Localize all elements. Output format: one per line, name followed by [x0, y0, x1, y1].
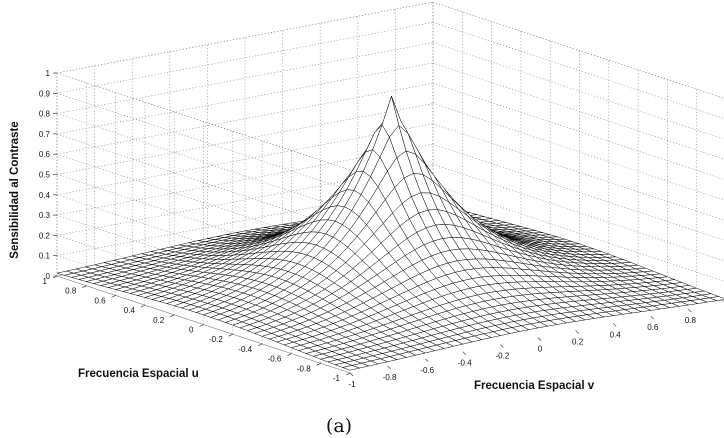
u-axis-label: Frecuencia Espacial u [78, 368, 199, 380]
v-tick-mark [500, 344, 504, 348]
u-tick-mark [140, 304, 146, 308]
u-tick-label: -1 [333, 374, 341, 383]
u-tick-label: 0 [189, 326, 194, 335]
v-tick-label: 0.6 [647, 323, 659, 332]
v-tick-mark [650, 315, 655, 320]
z-tick-label: 0.4 [39, 191, 51, 200]
u-tick-label: 0.2 [153, 316, 165, 325]
right-wall-gridline [432, 62, 724, 160]
u-tick-label: 0.8 [65, 287, 77, 296]
v-tick-label: -0.6 [420, 366, 434, 375]
box-edge [432, 1, 724, 99]
right-wall-gridline [432, 1, 724, 99]
u-tick-label: -0.8 [297, 364, 311, 373]
v-tick-mark [537, 337, 542, 341]
v-tick-mark [688, 308, 692, 313]
mesh-face [342, 365, 360, 371]
z-tick-label: 0.9 [39, 89, 51, 98]
u-tick-mark [199, 324, 204, 327]
u-tick-label: -0.4 [238, 345, 252, 354]
figure-caption: (a) [326, 415, 352, 437]
right-wall-gridline [432, 82, 724, 180]
z-tick-label: 1 [46, 69, 51, 78]
u-tick-mark [82, 285, 87, 288]
v-tick-label: 0 [538, 345, 543, 354]
back-wall-gridline [56, 1, 434, 74]
u-tick-mark [170, 314, 175, 318]
z-tick-label: 0.2 [39, 231, 51, 240]
back-wall-gridline [56, 42, 434, 114]
v-axis-label: Frecuencia Espacial v [474, 380, 595, 392]
z-tick-label: 0 [46, 272, 51, 281]
v-tick-mark [387, 365, 391, 370]
u-tick-label: 1 [43, 277, 48, 286]
box-edge [56, 72, 351, 171]
v-tick-mark [575, 330, 579, 334]
right-wall-gridline [432, 164, 724, 262]
v-tick-label: -0.4 [458, 359, 472, 368]
left-wall-gridline [56, 113, 351, 211]
u-tick-mark [316, 363, 321, 366]
surface-mesh [56, 95, 724, 371]
v-tick-label: 0.4 [610, 330, 622, 339]
v-tick-mark [462, 351, 467, 355]
z-tick-label: 0.6 [39, 150, 51, 159]
v-tick-label: 0.2 [572, 337, 584, 346]
right-wall-gridline [432, 42, 724, 140]
left-wall-gridline [56, 133, 351, 232]
tick-labels: 0 0.1 0.2 0.3 0.4 0.5 0.6 0.7 0.8 0.9 1 1 0.8 0.6 0.4 0… [39, 69, 697, 389]
v-tick-mark [612, 323, 617, 327]
u-tick-mark [257, 343, 263, 347]
u-tick-label: -0.2 [209, 335, 223, 344]
v-tick-label: 0.8 [685, 316, 697, 325]
v-tick-label: -1 [348, 380, 356, 389]
z-axis-label: Sensibilidad al Contraste [9, 121, 21, 258]
v-tick-mark [424, 358, 429, 363]
v-tick-label: -0.2 [496, 352, 510, 361]
u-tick-mark [111, 295, 116, 298]
z-tick-label: 0.3 [39, 211, 51, 220]
u-tick-mark [345, 372, 351, 376]
z-tick-label: 0.7 [39, 130, 51, 139]
u-tick-label: 0.6 [94, 296, 106, 305]
v-tick-mark [349, 372, 354, 377]
u-tick-mark [228, 333, 233, 337]
z-tick-label: 0.8 [39, 110, 51, 119]
right-wall-gridline [432, 123, 724, 221]
v-tick-label: -0.8 [383, 373, 397, 382]
u-tick-mark [52, 275, 58, 279]
right-wall-gridline [432, 103, 724, 201]
box-edge [56, 1, 434, 74]
u-tick-mark [287, 353, 292, 356]
z-tick-label: 0.5 [39, 171, 51, 180]
u-tick-label: 0.4 [124, 306, 136, 315]
z-tick-label: 0.1 [39, 252, 51, 261]
right-wall-gridline [432, 22, 724, 119]
u-tick-label: -0.6 [268, 355, 282, 364]
